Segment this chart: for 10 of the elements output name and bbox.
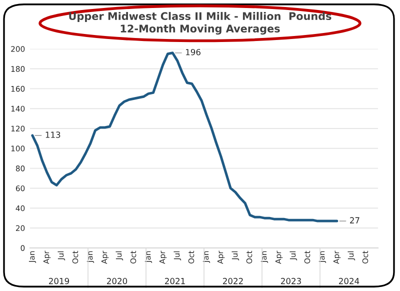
data-label: 113 — [46, 132, 60, 138]
chart-title: Upper Midwest Class II Milk - Million Pounds 12-Month Moving Averages — [69, 12, 332, 35]
text: 2023 — [281, 278, 301, 284]
text: 2019 — [49, 278, 70, 284]
data-label: 27 — [350, 217, 360, 224]
text: 2022 — [223, 278, 243, 284]
data-label: 196 — [186, 48, 200, 56]
text: 2024 — [339, 278, 360, 284]
text: 2021 — [165, 278, 185, 284]
text: 2020 — [107, 278, 128, 284]
